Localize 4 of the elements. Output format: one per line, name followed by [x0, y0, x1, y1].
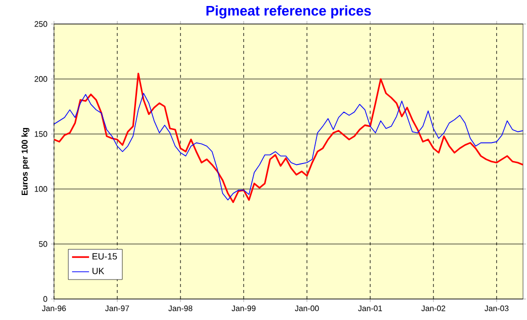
legend-label: EU-15 [92, 253, 117, 260]
y-axis-title: Euros per 100 kg [21, 128, 30, 196]
chart-title: Pigmeat reference prices [206, 5, 371, 18]
legend-label: UK [92, 268, 104, 274]
